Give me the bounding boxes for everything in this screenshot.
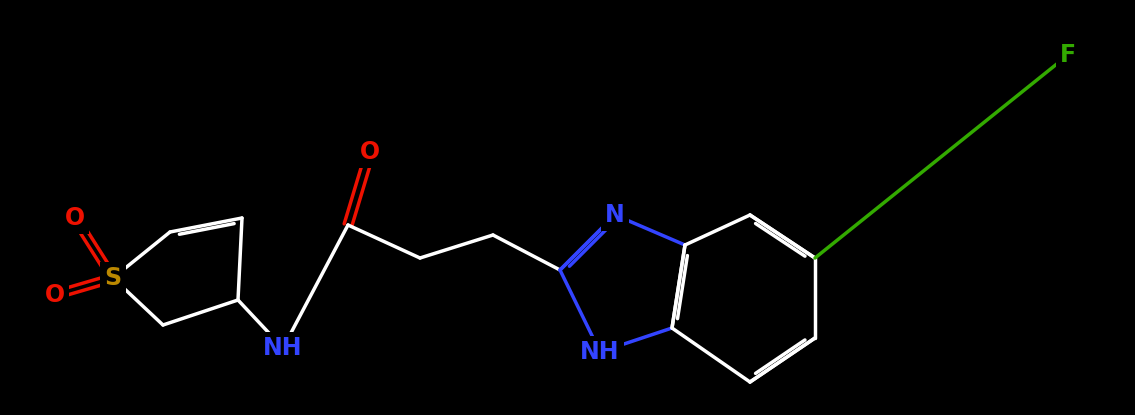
Text: O: O <box>360 140 380 164</box>
Text: NH: NH <box>263 336 303 360</box>
Text: O: O <box>65 206 85 230</box>
Text: F: F <box>1060 43 1076 67</box>
Text: S: S <box>104 266 121 290</box>
Text: NH: NH <box>580 340 620 364</box>
Text: N: N <box>605 203 625 227</box>
Text: O: O <box>45 283 65 307</box>
